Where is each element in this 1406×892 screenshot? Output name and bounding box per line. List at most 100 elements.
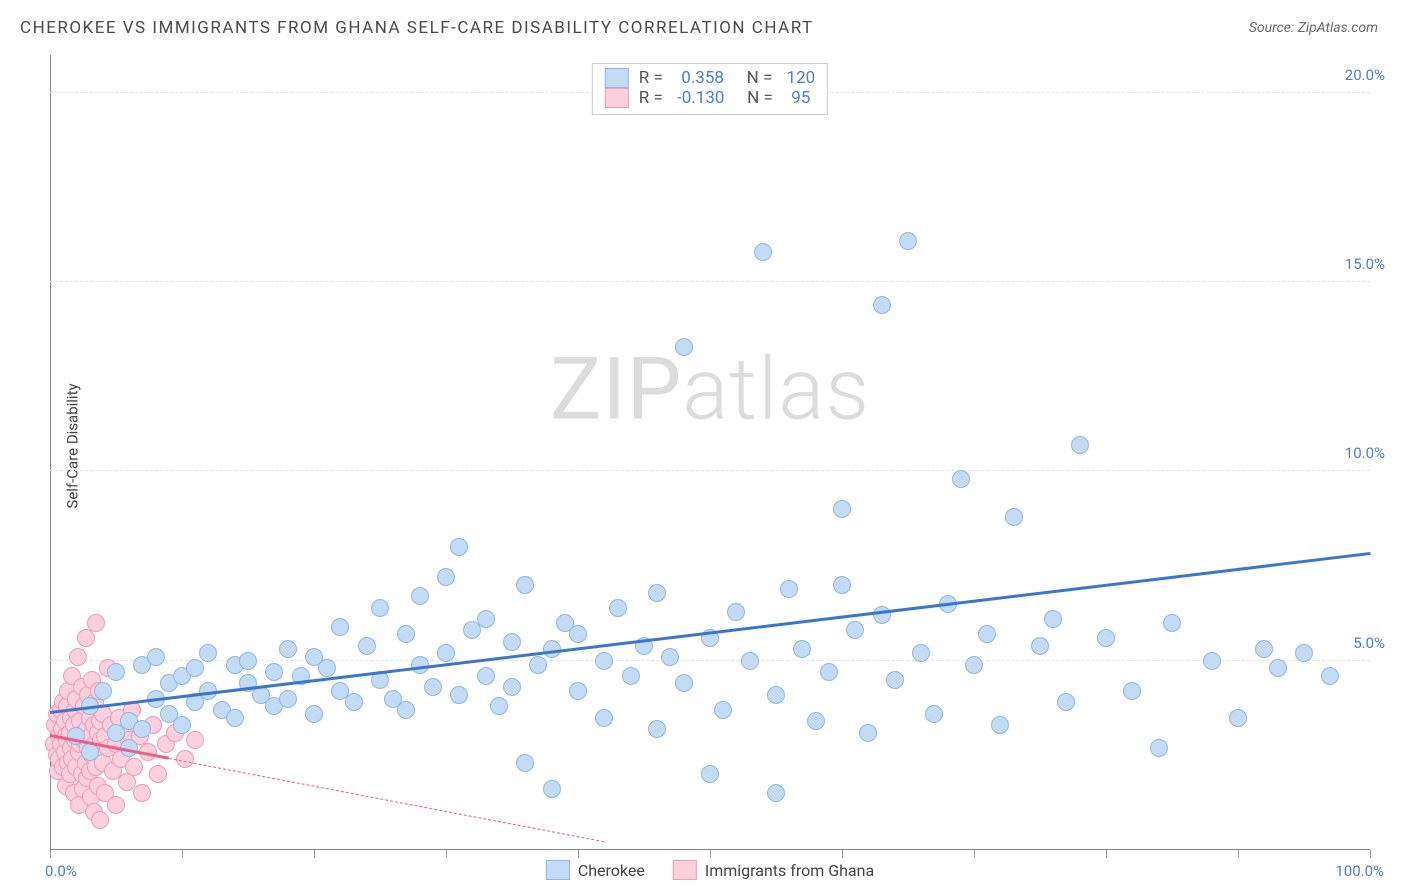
data-point [371, 599, 389, 617]
data-point [1044, 610, 1062, 628]
data-point [1097, 629, 1115, 647]
data-point [859, 724, 877, 742]
data-point [595, 652, 613, 670]
data-point [1150, 739, 1168, 757]
data-point [199, 644, 217, 662]
data-point [978, 625, 996, 643]
data-point [77, 629, 95, 647]
x-tick [1238, 850, 1239, 858]
data-point [609, 599, 627, 617]
x-axis-min-label: 0.0% [45, 862, 77, 880]
swatch-b [605, 88, 629, 108]
data-point [397, 625, 415, 643]
data-point [648, 720, 666, 738]
x-tick [1106, 850, 1107, 858]
y-tick-label: 20.0% [1345, 66, 1385, 84]
data-point [133, 720, 151, 738]
data-point [820, 663, 838, 681]
data-point [87, 614, 105, 632]
data-point [107, 663, 125, 681]
data-point [873, 296, 891, 314]
data-point [595, 709, 613, 727]
data-point [424, 678, 442, 696]
data-point [94, 682, 112, 700]
data-point [1123, 682, 1141, 700]
legend-item-a: Cherokee [546, 860, 645, 880]
data-point [1203, 652, 1221, 670]
stats-row-b: R = -0.130 N = 95 [605, 88, 815, 108]
x-tick [710, 850, 711, 858]
data-point [952, 470, 970, 488]
data-point [186, 731, 204, 749]
data-point [149, 765, 167, 783]
data-point [767, 784, 785, 802]
data-point [279, 640, 297, 658]
data-point [503, 633, 521, 651]
data-point [1057, 693, 1075, 711]
watermark: ZIPatlas [550, 338, 870, 439]
data-point [358, 637, 376, 655]
data-point [767, 686, 785, 704]
swatch-b-icon [673, 860, 697, 880]
data-point [780, 580, 798, 598]
trend-line [169, 758, 605, 842]
data-point [675, 338, 693, 356]
data-point [345, 693, 363, 711]
data-point [173, 716, 191, 734]
plot-area: ZIPatlas 5.0%10.0%15.0%20.0% 0.0% 100.0%… [50, 55, 1370, 850]
data-point [569, 625, 587, 643]
y-tick-label: 5.0% [1353, 634, 1385, 652]
data-point [675, 674, 693, 692]
data-point [965, 656, 983, 674]
data-point [1071, 436, 1089, 454]
data-point [265, 663, 283, 681]
data-point [133, 784, 151, 802]
data-point [741, 652, 759, 670]
data-point [886, 671, 904, 689]
series-legend: Cherokee Immigrants from Ghana [546, 860, 874, 880]
data-point [1295, 644, 1313, 662]
data-point [1163, 614, 1181, 632]
x-axis-max-label: 100.0% [1335, 862, 1384, 880]
data-point [754, 243, 772, 261]
data-point [516, 754, 534, 772]
data-point [318, 659, 336, 677]
x-tick [578, 850, 579, 858]
data-point [477, 667, 495, 685]
stats-legend: R = 0.358 N = 120 R = -0.130 N = 95 [592, 63, 828, 115]
data-point [411, 587, 429, 605]
data-point [727, 603, 745, 621]
x-tick [842, 850, 843, 858]
y-tick-label: 10.0% [1345, 444, 1385, 462]
data-point [91, 811, 109, 829]
data-point [529, 656, 547, 674]
data-point [1321, 667, 1339, 685]
trend-line [50, 552, 1370, 713]
data-point [477, 610, 495, 628]
data-point [899, 232, 917, 250]
data-point [450, 686, 468, 704]
data-point [1005, 508, 1023, 526]
data-point [239, 652, 257, 670]
gridline [50, 281, 1370, 282]
data-point [331, 618, 349, 636]
data-point [107, 796, 125, 814]
source-label: Source: ZipAtlas.com [1249, 20, 1378, 36]
data-point [793, 640, 811, 658]
data-point [807, 712, 825, 730]
data-point [833, 500, 851, 518]
data-point [714, 701, 732, 719]
x-tick [50, 850, 51, 858]
data-point [1229, 709, 1247, 727]
data-point [147, 648, 165, 666]
data-point [1031, 637, 1049, 655]
data-point [1269, 659, 1287, 677]
data-point [925, 705, 943, 723]
data-point [411, 656, 429, 674]
data-point [622, 667, 640, 685]
data-point [279, 690, 297, 708]
data-point [991, 716, 1009, 734]
data-point [69, 648, 87, 666]
data-point [543, 780, 561, 798]
data-point [397, 701, 415, 719]
